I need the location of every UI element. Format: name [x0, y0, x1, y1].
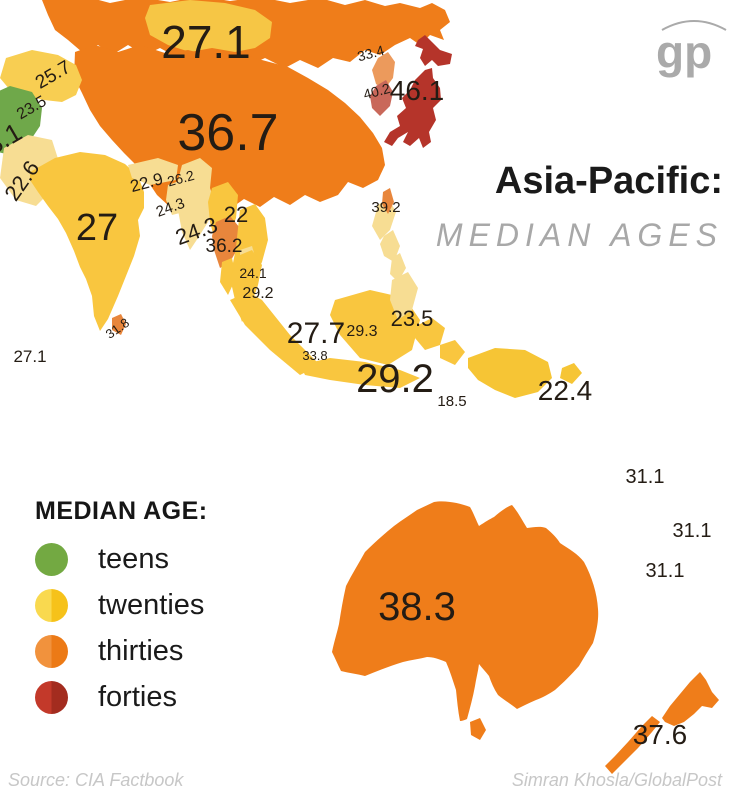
svg-text:27: 27	[76, 207, 118, 249]
svg-text:27.7: 27.7	[287, 317, 345, 350]
svg-text:33.8: 33.8	[302, 348, 327, 363]
svg-text:27.1: 27.1	[13, 347, 46, 366]
svg-text:46.1: 46.1	[390, 75, 445, 106]
svg-text:36.2: 36.2	[206, 236, 243, 257]
svg-text:22: 22	[224, 202, 248, 227]
svg-text:36.7: 36.7	[177, 104, 278, 162]
svg-text:29.3: 29.3	[346, 323, 377, 340]
svg-text:38.3: 38.3	[378, 585, 456, 629]
svg-text:29.2: 29.2	[356, 357, 434, 401]
svg-text:31.1: 31.1	[646, 560, 685, 582]
svg-text:29.2: 29.2	[242, 285, 273, 302]
svg-text:24.1: 24.1	[239, 265, 266, 281]
svg-text:37.6: 37.6	[633, 719, 688, 750]
svg-text:27.1: 27.1	[161, 16, 251, 68]
svg-text:31.1: 31.1	[673, 520, 712, 542]
svg-text:22.4: 22.4	[538, 375, 593, 406]
svg-text:23.5: 23.5	[391, 306, 434, 331]
svg-text:gp: gp	[656, 26, 712, 78]
svg-text:31.1: 31.1	[626, 466, 665, 488]
svg-text:18.5: 18.5	[437, 393, 466, 410]
